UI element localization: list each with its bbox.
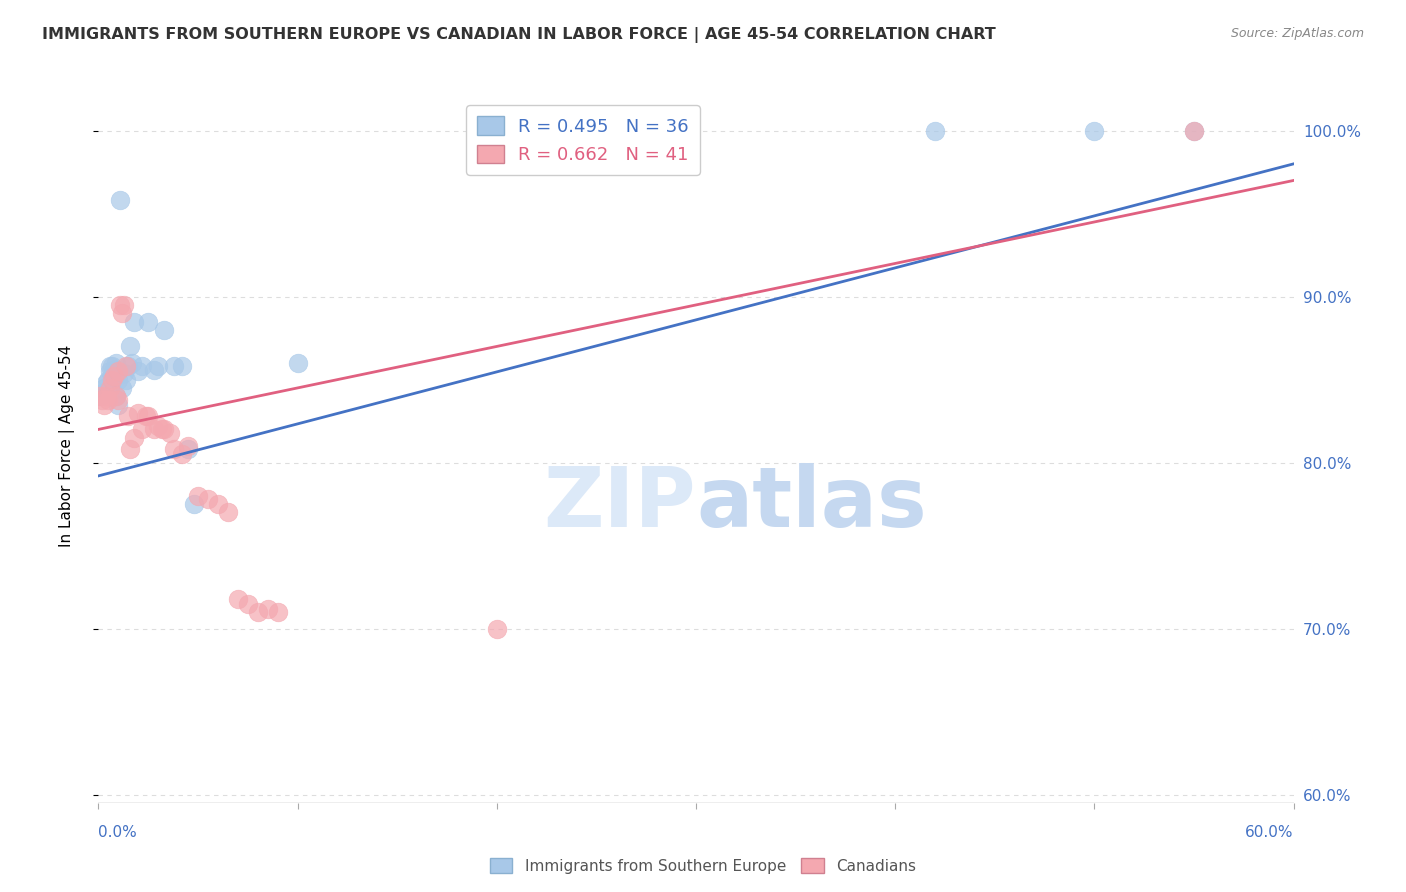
Point [91,385,114,400]
Point [246,605,269,619]
Point [107,397,129,411]
Point [163,442,186,457]
Text: atlas: atlas [696,463,927,543]
Point [136,409,159,424]
Point [124,431,146,445]
Point [131,422,153,436]
Point [120,339,142,353]
Point [96,376,118,390]
Point [127,406,149,420]
Point [117,359,139,374]
Point [105,356,128,370]
Point [177,442,200,457]
Point [89,389,111,403]
Point [89,389,111,403]
Point [110,298,132,312]
Point [121,356,143,370]
Point [107,364,129,378]
Point [115,359,138,374]
Point [153,323,176,337]
Legend: R = 0.495   N = 36, R = 0.662   N = 41: R = 0.495 N = 36, R = 0.662 N = 41 [465,105,700,175]
Point [112,366,135,380]
Point [93,381,115,395]
Point [172,359,194,374]
Point [150,422,173,436]
Point [103,369,125,384]
Point [256,601,278,615]
Point [287,356,309,370]
Point [107,392,129,407]
Point [143,422,166,436]
Point [101,369,124,384]
Point [197,492,219,507]
Point [100,359,122,374]
Text: 0.0%: 0.0% [98,825,138,840]
Point [267,605,290,619]
Point [112,298,135,312]
Point [93,397,115,411]
Point [100,364,122,378]
Point [207,497,229,511]
Legend: Immigrants from Southern Europe, Canadians: Immigrants from Southern Europe, Canadia… [484,852,922,880]
Point [111,381,134,395]
Point [110,194,132,208]
Point [115,373,138,387]
Point [153,422,176,436]
Point [143,362,166,376]
Point [111,306,134,320]
Point [127,364,149,378]
Point [172,447,194,461]
Point [100,381,122,395]
Point [97,373,120,387]
Point [124,314,146,328]
Y-axis label: In Labor Force | Age 45-54: In Labor Force | Age 45-54 [59,345,75,547]
Point [159,425,181,440]
Point [148,359,170,374]
Point [1083,124,1105,138]
Text: ZIP: ZIP [544,463,696,543]
Point [131,359,153,374]
Point [226,591,249,606]
Point [1182,124,1205,138]
Text: Source: ZipAtlas.com: Source: ZipAtlas.com [1230,27,1364,40]
Point [96,389,118,403]
Point [101,359,124,374]
Text: 60.0%: 60.0% [1246,825,1294,840]
Point [485,622,508,636]
Point [91,392,114,407]
Point [117,409,139,424]
Point [148,419,170,434]
Point [103,362,125,376]
Point [107,373,129,387]
Point [105,389,128,403]
Point [135,409,157,424]
Point [236,597,259,611]
Point [1182,124,1205,138]
Point [136,314,159,328]
Point [101,373,124,387]
Point [187,489,209,503]
Point [177,439,200,453]
Text: IMMIGRANTS FROM SOUTHERN EUROPE VS CANADIAN IN LABOR FORCE | AGE 45-54 CORRELATI: IMMIGRANTS FROM SOUTHERN EUROPE VS CANAD… [42,27,995,43]
Point [120,442,142,457]
Point [183,497,205,511]
Point [217,505,239,519]
Point [105,389,128,403]
Point [924,124,946,138]
Point [97,392,120,407]
Point [163,359,186,374]
